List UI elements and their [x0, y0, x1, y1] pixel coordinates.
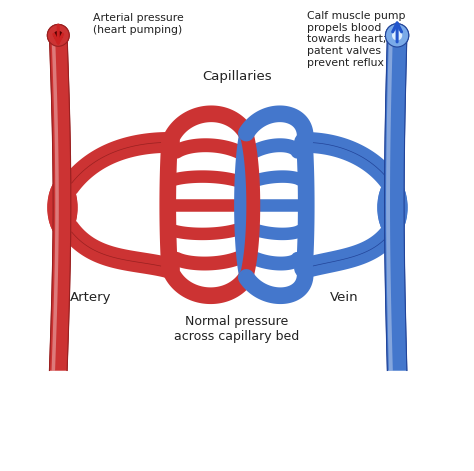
- Circle shape: [392, 30, 402, 41]
- Circle shape: [47, 24, 69, 46]
- Ellipse shape: [377, 177, 408, 238]
- Polygon shape: [384, 35, 407, 371]
- Text: Normal pressure
across capillary bed: Normal pressure across capillary bed: [174, 315, 300, 342]
- Polygon shape: [386, 35, 393, 371]
- Circle shape: [54, 31, 63, 40]
- Polygon shape: [384, 35, 407, 371]
- Polygon shape: [52, 35, 59, 371]
- Circle shape: [54, 31, 63, 40]
- Polygon shape: [52, 35, 59, 371]
- Text: Vein: Vein: [330, 292, 358, 304]
- Text: Arterial pressure
(heart pumping): Arterial pressure (heart pumping): [93, 13, 183, 34]
- Circle shape: [392, 30, 402, 41]
- Ellipse shape: [47, 177, 78, 238]
- Circle shape: [47, 24, 69, 46]
- Circle shape: [385, 24, 409, 47]
- Polygon shape: [49, 35, 71, 371]
- Polygon shape: [386, 35, 393, 371]
- Ellipse shape: [47, 177, 78, 238]
- Polygon shape: [49, 35, 71, 371]
- Text: Calf muscle pump
propels blood
towards heart;
patent valves
prevent reflux: Calf muscle pump propels blood towards h…: [307, 11, 405, 67]
- Text: Artery: Artery: [70, 292, 111, 304]
- Ellipse shape: [377, 177, 408, 238]
- Circle shape: [385, 24, 409, 47]
- Text: Capillaries: Capillaries: [202, 70, 272, 83]
